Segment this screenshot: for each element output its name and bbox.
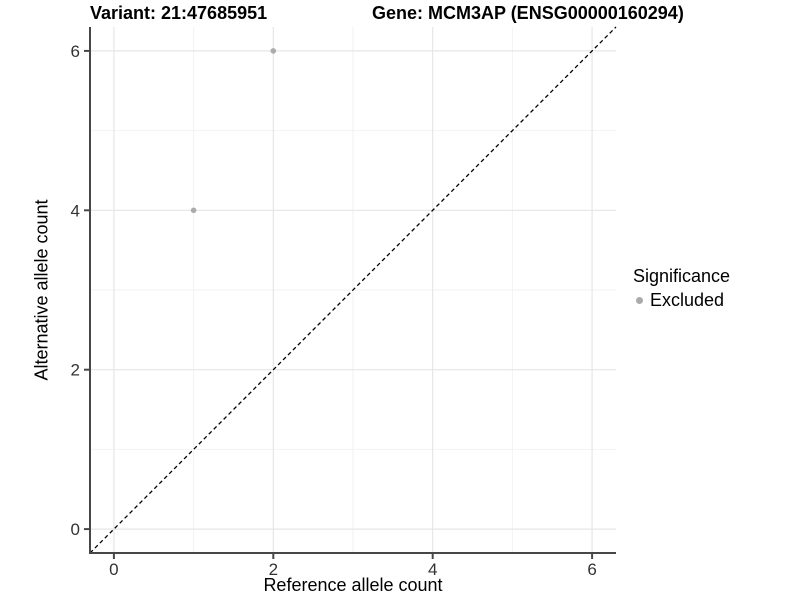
plot-title-variant: Variant: 21:47685951 <box>90 3 268 23</box>
excluded-point-icon <box>636 297 643 304</box>
x-axis-title: Reference allele count <box>263 575 443 595</box>
legend-entry-label: Excluded <box>650 290 725 310</box>
data-point <box>270 48 277 54</box>
x-tick-label: 2 <box>269 560 278 579</box>
plot-title-gene: Gene: MCM3AP (ENSG00000160294) <box>372 3 684 23</box>
y-tick-label: 6 <box>71 42 80 61</box>
legend-title: Significance <box>633 266 731 286</box>
y-tick-label: 2 <box>71 361 80 380</box>
x-tick-label: 4 <box>428 560 437 579</box>
y-axis-title: Alternative allele count <box>31 199 52 381</box>
data-point <box>190 207 197 214</box>
x-tick-label: 0 <box>109 560 118 579</box>
x-tick-label: 6 <box>587 560 596 579</box>
identity-line <box>89 26 617 554</box>
y-tick-label: 4 <box>71 201 80 220</box>
y-tick-label: 0 <box>71 520 80 539</box>
legend-entry-excluded: Excluded <box>633 290 730 311</box>
legend: Significance Excluded <box>633 266 730 311</box>
